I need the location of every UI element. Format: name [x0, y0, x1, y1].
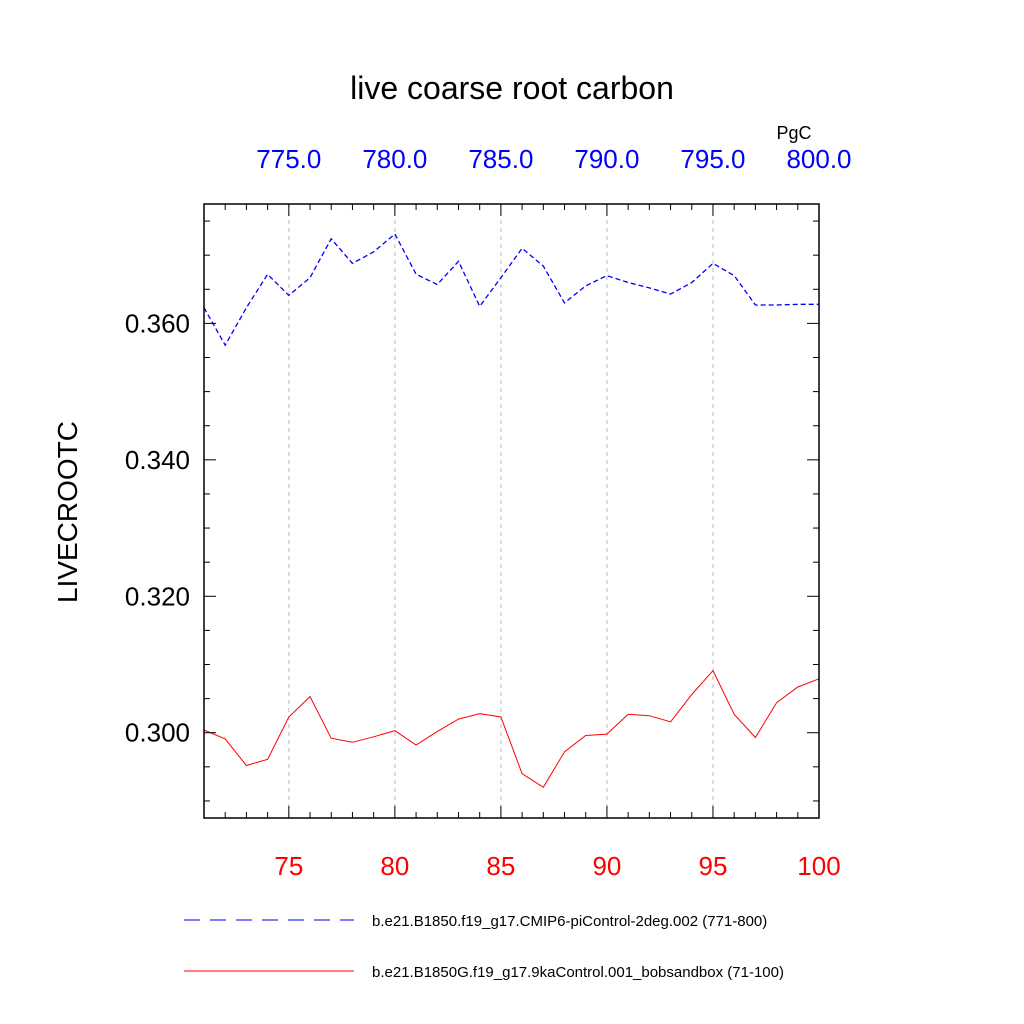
x-bottom-tick-label: 95 [699, 851, 728, 881]
series-line-1 [203, 232, 819, 347]
series-layer [203, 232, 820, 788]
plot-frame [203, 203, 820, 819]
series-line-2 [203, 669, 820, 788]
x-top-tick-label: 780.0 [362, 144, 427, 174]
legend-label-1: b.e21.B1850.f19_g17.CMIP6-piControl-2deg… [372, 913, 767, 930]
legend-label-2: b.e21.B1850G.f19_g17.9kaControl.001_bobs… [372, 964, 784, 981]
x-top-tick-label: 800.0 [786, 144, 851, 174]
y-tick-label: 0.300 [125, 718, 190, 748]
x-bottom-tick-label: 100 [797, 851, 840, 881]
axes: 75 80 85 90 95 100 775.0 780.0 785.0 790.0 795.0 80… [125, 144, 852, 881]
y-axis-label: LIVECROOTC [52, 421, 83, 603]
chart-title: live coarse root carbon [350, 70, 674, 106]
y-tick-label: 0.340 [125, 445, 190, 475]
y-tick-label: 0.320 [125, 581, 190, 611]
x-top-tick-label: 785.0 [468, 144, 533, 174]
x-top-tick-label: 795.0 [680, 144, 745, 174]
x-bottom-tick-label: 85 [486, 851, 515, 881]
x-bottom-tick-label: 80 [380, 851, 409, 881]
x-bottom-tick-label: 90 [592, 851, 621, 881]
legend: b.e21.B1850.f19_g17.CMIP6-piControl-2deg… [184, 913, 784, 981]
x-top-tick-label: 775.0 [256, 144, 321, 174]
units-label: PgC [776, 123, 811, 143]
y-tick-label: 0.360 [125, 308, 190, 338]
grid [288, 204, 714, 818]
x-top-tick-label: 790.0 [574, 144, 639, 174]
x-bottom-tick-label: 75 [274, 851, 303, 881]
